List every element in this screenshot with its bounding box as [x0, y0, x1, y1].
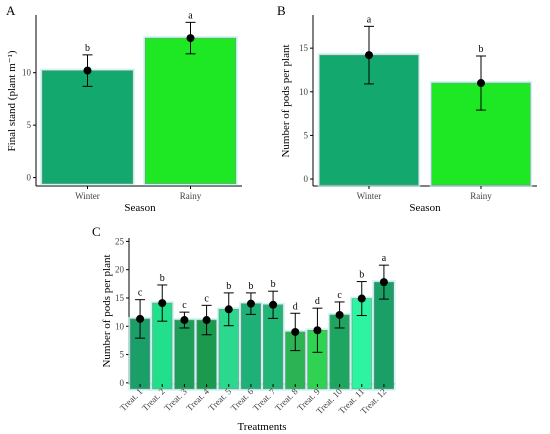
x-axis-title-c: Treatments — [237, 421, 286, 433]
sig-letter-c-6: b — [248, 281, 253, 292]
sig-letter-c-2: b — [160, 273, 165, 284]
plot-area-b: 0 5 10 15 a Winter b Rainy — [299, 14, 533, 201]
mean-point-c-6 — [246, 299, 255, 308]
mean-point-c-3 — [180, 316, 189, 325]
mean-point-c-5 — [224, 305, 233, 314]
x-axis-title-b: Season — [409, 202, 441, 214]
x-tick-label-a-2: Rainy — [180, 191, 202, 201]
mean-point-b-1 — [365, 51, 373, 60]
mean-point-c-4 — [202, 316, 211, 325]
mean-point-a-2 — [186, 34, 195, 43]
sig-letter-c-7: b — [271, 279, 276, 290]
mean-point-c-10 — [335, 310, 344, 319]
sig-letter-a-1: b — [85, 43, 90, 54]
mean-point-c-9 — [313, 326, 322, 335]
panel-a: A 0 5 10 b Winter a Rainy Final stand (plant m… — [6, 3, 242, 214]
y-axis-title-c: Number of pods per plant — [101, 254, 113, 367]
panel-letter-b: B — [277, 3, 286, 18]
sig-letter-c-1: c — [138, 288, 143, 299]
y-tick-label-c-20: 20 — [115, 265, 125, 275]
mean-point-b-2 — [477, 79, 485, 88]
y-tick-label-b-0: 0 — [304, 174, 309, 184]
y-tick-label-c-0: 0 — [120, 378, 125, 388]
y-tick-label-b-15: 15 — [299, 43, 309, 53]
mean-point-c-12 — [379, 278, 388, 287]
sig-letter-c-12: a — [382, 253, 387, 264]
y-tick-label-c-25: 25 — [115, 236, 125, 246]
sig-letter-c-11: b — [359, 270, 364, 281]
y-axis-title-b: Number of pods per plant — [280, 44, 292, 157]
panel-letter-a: A — [6, 3, 16, 18]
panel-b: B 0 5 10 15 a Winter b Rainy Number of pods per… — [277, 3, 537, 214]
mean-point-c-8 — [291, 327, 300, 336]
sig-letter-a-2: a — [188, 10, 193, 21]
sig-letter-c-4: c — [204, 293, 209, 304]
bar-a-2 — [144, 37, 237, 184]
x-tick-label-b-2: Rainy — [470, 191, 492, 201]
y-tick-label-c-10: 10 — [115, 321, 125, 331]
y-tick-label-a-0: 0 — [27, 173, 32, 183]
mean-point-c-1 — [136, 314, 145, 323]
y-tick-label-b-5: 5 — [304, 130, 309, 140]
sig-letter-b-1: a — [367, 14, 372, 25]
plot-area-a: 0 5 10 b Winter a Rainy — [22, 10, 238, 201]
sig-letter-c-3: c — [182, 300, 187, 311]
sig-letter-c-9: d — [315, 296, 320, 307]
x-tick-label-b-1: Winter — [357, 191, 382, 201]
mean-point-c-7 — [269, 300, 278, 309]
mean-point-c-11 — [357, 294, 366, 303]
sig-letter-b-2: b — [479, 44, 484, 55]
y-tick-label-b-10: 10 — [299, 87, 309, 97]
x-tick-label-a-1: Winter — [75, 191, 100, 201]
y-tick-label-a-5: 5 — [27, 120, 32, 130]
y-tick-label-c-15: 15 — [115, 293, 125, 303]
sig-letter-c-5: b — [226, 281, 231, 292]
x-axis-title-a: Season — [124, 202, 156, 214]
sig-letter-c-10: c — [337, 290, 342, 301]
mean-point-c-2 — [158, 299, 167, 308]
sig-letter-c-8: d — [293, 301, 298, 312]
bar-c-6 — [240, 303, 261, 390]
y-tick-label-c-5: 5 — [120, 350, 125, 360]
y-axis-title-a: Final stand (plant m⁻¹) — [6, 50, 18, 151]
y-tick-label-a-10: 10 — [22, 68, 32, 78]
bar-a-1 — [41, 70, 134, 184]
bar-c-3 — [174, 319, 195, 390]
mean-point-a-1 — [83, 66, 92, 75]
panel-letter-c: C — [92, 224, 101, 239]
